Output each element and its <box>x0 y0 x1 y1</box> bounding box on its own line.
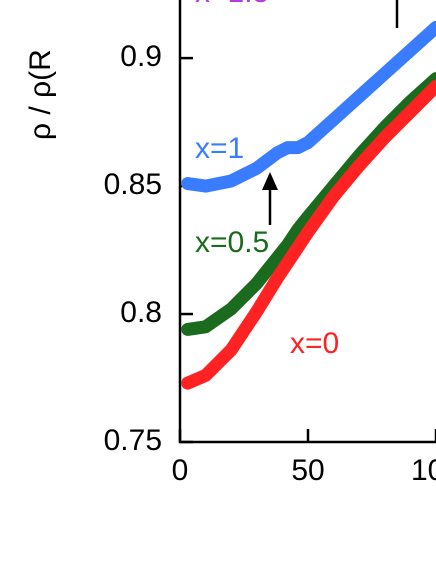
y-tick-label: 0.9 <box>120 40 162 73</box>
series-label: x=1 <box>195 132 244 165</box>
arrow-head <box>262 172 278 190</box>
x-tick-label: 50 <box>291 454 324 487</box>
y-tick-label: 0.85 <box>104 168 162 201</box>
series-line <box>181 72 436 336</box>
annotation: x=1.5 <box>195 0 269 9</box>
x-tick-label: 0 <box>172 454 189 487</box>
series-label: x=0.5 <box>195 226 269 259</box>
series-line <box>181 79 436 390</box>
x-tick-label: 100 <box>411 454 436 487</box>
y-tick-label: 0.75 <box>104 424 162 457</box>
series-label: x=0 <box>290 327 339 360</box>
y-tick-label: 0.8 <box>120 296 162 329</box>
series-line <box>181 20 436 193</box>
y-axis-label: ρ / ρ(R <box>24 49 57 140</box>
